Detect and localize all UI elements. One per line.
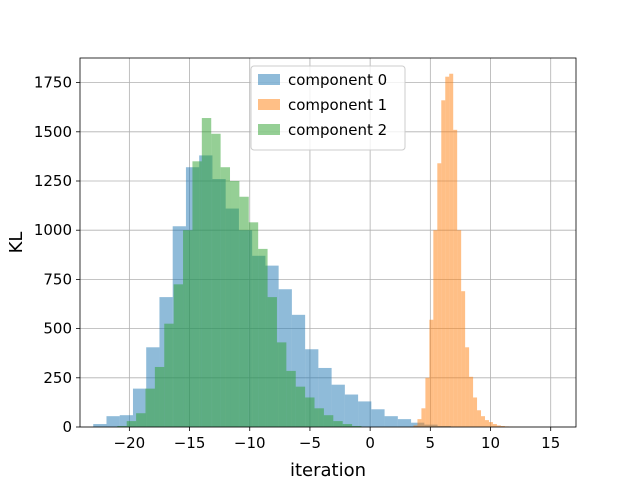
x-axis-ticks: −20 −15 −10 −5 0 5 10 15 bbox=[114, 427, 560, 452]
histogram-bar bbox=[258, 248, 268, 427]
histogram-bar bbox=[433, 230, 438, 427]
histogram-bar bbox=[457, 230, 462, 427]
histogram-bar bbox=[469, 376, 474, 427]
x-tick-label: 15 bbox=[541, 434, 560, 452]
histogram-bar bbox=[477, 410, 482, 427]
histogram-bar bbox=[425, 377, 430, 427]
histogram-bar bbox=[445, 76, 450, 428]
histogram-bar bbox=[461, 291, 466, 427]
x-tick-label: 0 bbox=[365, 434, 375, 452]
histogram-bar bbox=[344, 394, 359, 427]
histogram-bar bbox=[154, 366, 165, 427]
histogram-bar bbox=[248, 222, 259, 427]
histogram-bar bbox=[500, 426, 505, 427]
histogram-bar bbox=[119, 415, 133, 427]
series-2-bars bbox=[117, 118, 362, 428]
histogram-bar bbox=[342, 424, 353, 427]
y-tick-label: 1000 bbox=[34, 221, 72, 239]
histogram-bar bbox=[183, 230, 193, 427]
histogram-bar bbox=[201, 118, 212, 428]
histogram-bar bbox=[496, 425, 501, 427]
plot-frame bbox=[79, 57, 577, 428]
y-axis-label: KL bbox=[6, 232, 27, 254]
legend-label: component 2 bbox=[288, 121, 387, 139]
histogram-bar bbox=[429, 319, 434, 427]
histogram-bar bbox=[437, 163, 442, 427]
histogram-bar bbox=[164, 323, 174, 427]
histogram-bar bbox=[117, 426, 127, 427]
histogram-bar bbox=[239, 196, 249, 427]
histogram-bar bbox=[106, 416, 120, 427]
legend: component 0 component 1 component 2 bbox=[250, 65, 406, 151]
histogram-bar bbox=[465, 347, 470, 427]
histogram-bar bbox=[314, 408, 324, 427]
histogram-bar bbox=[230, 181, 240, 427]
histogram-bar bbox=[305, 397, 315, 427]
histogram-bar bbox=[331, 384, 345, 427]
histogram-bar bbox=[484, 420, 489, 427]
legend-swatch bbox=[258, 99, 280, 110]
series-1-bars bbox=[413, 73, 521, 428]
histogram-bar bbox=[192, 161, 202, 427]
y-tick-label: 750 bbox=[43, 270, 72, 288]
histogram-bar bbox=[352, 426, 362, 427]
histogram-bar bbox=[371, 409, 385, 427]
y-tick-label: 1250 bbox=[34, 172, 72, 190]
histogram-bar bbox=[473, 397, 478, 427]
y-tick-label: 0 bbox=[62, 418, 72, 436]
x-tick-label: 10 bbox=[481, 434, 500, 452]
histogram-bar bbox=[126, 421, 137, 427]
y-tick-label: 1750 bbox=[34, 74, 72, 92]
histogram-bar bbox=[267, 297, 277, 427]
histogram-bar bbox=[145, 388, 155, 427]
y-tick-label: 500 bbox=[43, 320, 72, 338]
y-tick-label: 250 bbox=[43, 369, 72, 387]
x-tick-label: −5 bbox=[299, 434, 321, 452]
y-axis-ticks: 0 250 500 750 1000 1250 1500 1750 bbox=[34, 74, 80, 436]
histogram-bar bbox=[173, 284, 184, 427]
histogram-bar bbox=[276, 342, 287, 427]
x-tick-label: 5 bbox=[426, 434, 436, 452]
histogram-bar bbox=[220, 167, 231, 427]
histogram-bar bbox=[93, 424, 107, 427]
y-tick-label: 1500 bbox=[34, 123, 72, 141]
histogram-bar bbox=[333, 421, 343, 427]
x-axis-label: iteration bbox=[290, 460, 366, 480]
histogram-bar bbox=[286, 370, 296, 427]
histogram-bar bbox=[211, 133, 221, 427]
legend-label: component 0 bbox=[288, 71, 387, 89]
legend-box bbox=[250, 65, 406, 151]
histogram-bar bbox=[136, 413, 146, 427]
legend-label: component 1 bbox=[288, 96, 387, 114]
histogram-bar bbox=[295, 386, 306, 427]
histogram-bar bbox=[417, 419, 422, 427]
legend-swatch bbox=[258, 124, 280, 135]
histogram-bar bbox=[323, 415, 334, 427]
x-tick-label: −20 bbox=[114, 434, 146, 452]
histogram-bar bbox=[384, 416, 398, 427]
histogram-bar bbox=[397, 419, 412, 427]
x-tick-label: −10 bbox=[234, 434, 266, 452]
histogram-bar bbox=[453, 129, 458, 427]
histogram-bar bbox=[481, 416, 485, 427]
histogram-bar bbox=[492, 424, 497, 427]
histogram-bars bbox=[93, 73, 521, 428]
histogram-bar bbox=[449, 73, 454, 427]
histogram-bar bbox=[358, 401, 372, 427]
legend-swatch bbox=[258, 74, 280, 85]
histogram-bar bbox=[441, 100, 446, 427]
histogram-bar bbox=[413, 425, 418, 427]
histogram-bar bbox=[421, 408, 426, 427]
x-tick-label: −15 bbox=[174, 434, 206, 452]
histogram-bar bbox=[488, 422, 493, 427]
